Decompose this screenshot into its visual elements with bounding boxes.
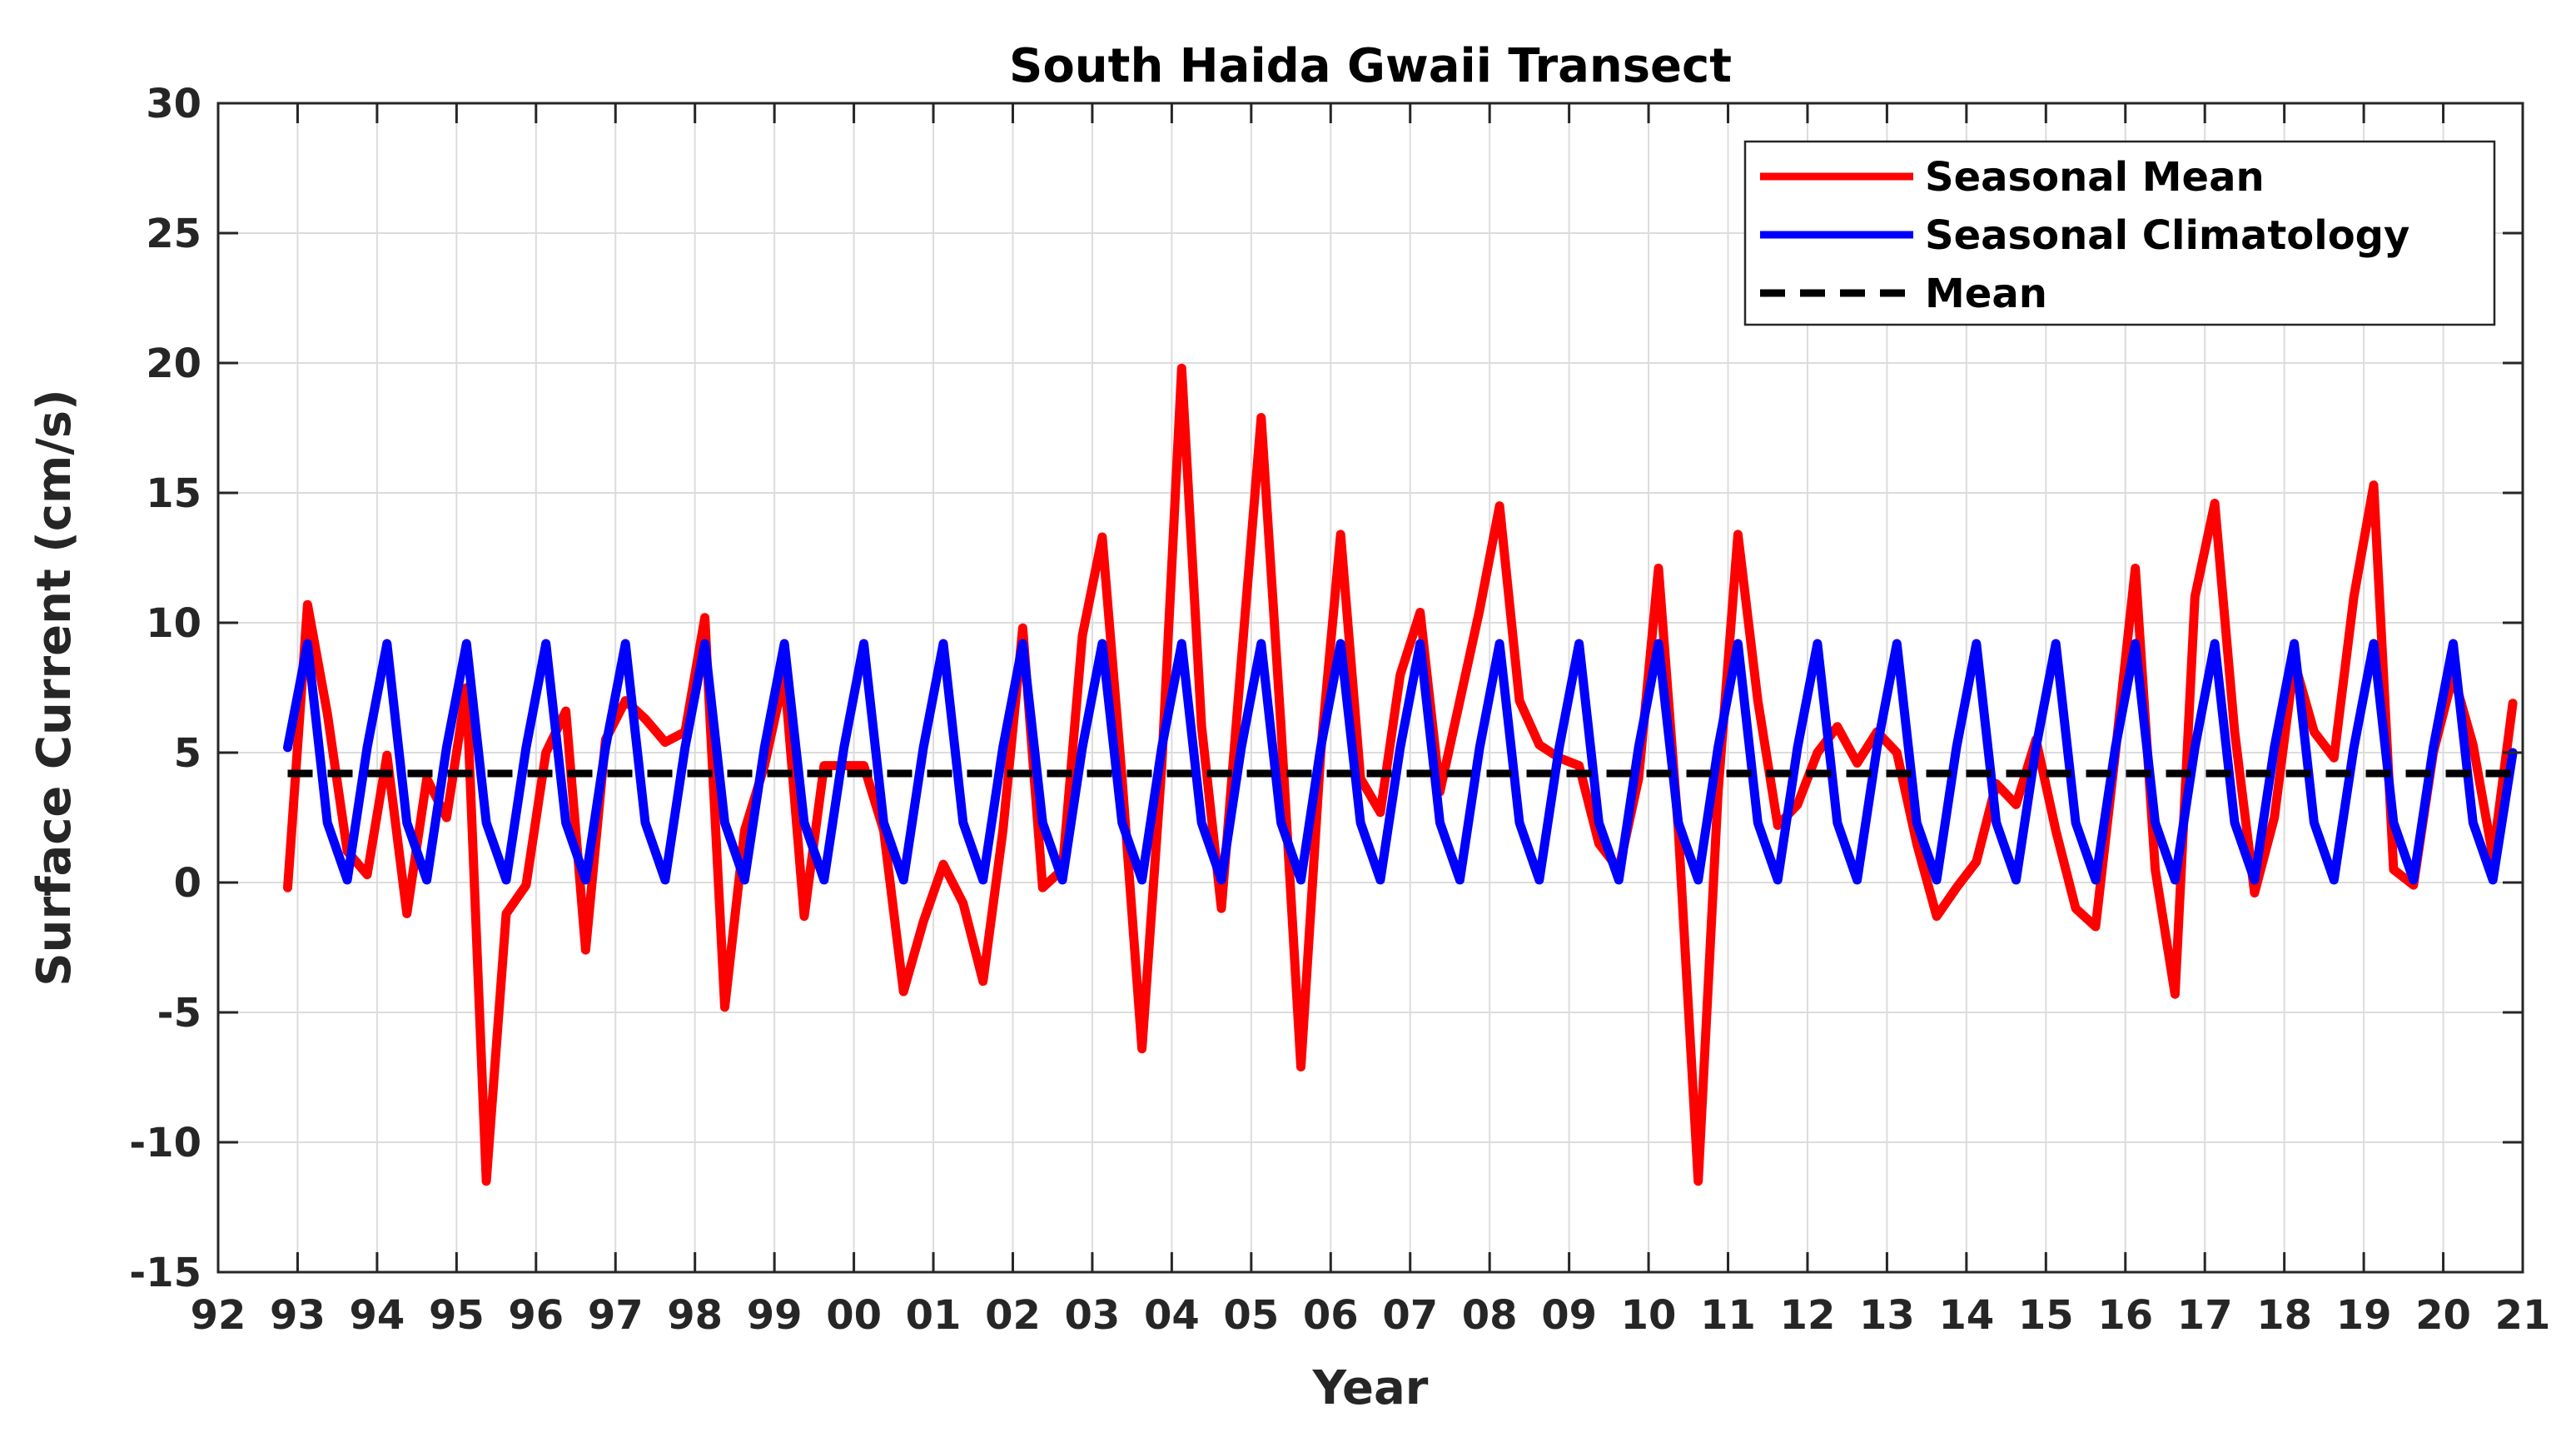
x-tick-label: 98 (667, 1292, 723, 1339)
legend-label-seasonal-climatology: Seasonal Climatology (1925, 212, 2409, 259)
x-tick-label: 02 (985, 1292, 1041, 1339)
x-tick-label: 95 (429, 1292, 485, 1339)
x-tick-label: 93 (270, 1292, 326, 1339)
x-tick-label: 05 (1223, 1292, 1279, 1339)
x-tick-label: 10 (1621, 1292, 1677, 1339)
y-tick-label: -15 (129, 1250, 201, 1296)
series-line-seasonal-climatology (283, 639, 2518, 885)
x-tick-label: 21 (2495, 1292, 2551, 1339)
legend-label-seasonal-mean: Seasonal Mean (1925, 154, 2265, 201)
y-tick-label: 0 (174, 860, 201, 907)
x-tick-label: 13 (1859, 1292, 1915, 1339)
y-tick-label: 25 (146, 211, 201, 257)
x-tick-label: 16 (2097, 1292, 2153, 1339)
y-tick-label: 5 (174, 730, 201, 777)
x-tick-label: 20 (2415, 1292, 2471, 1339)
x-axis-title: Year (1312, 1361, 1429, 1415)
x-tick-label: 09 (1541, 1292, 1597, 1339)
legend: Seasonal Mean Seasonal Climatology Mean (1743, 140, 2496, 326)
y-tick-label: 30 (146, 81, 201, 127)
legend-label-mean: Mean (1925, 271, 2047, 317)
x-tick-label: 96 (508, 1292, 564, 1339)
y-tick-label: 10 (146, 600, 201, 647)
x-tick-label: 00 (826, 1292, 882, 1339)
y-tick-label: 20 (146, 341, 201, 387)
x-tick-label: 17 (2177, 1292, 2233, 1339)
y-tick-label: -10 (129, 1120, 201, 1166)
x-tick-label: 18 (2256, 1292, 2312, 1339)
x-tick-label: 97 (588, 1292, 644, 1339)
x-axis-ticks: 92 93 94 95 96 97 98 99 00 01 02 03 04 05 06 07 08 09 10 11… (191, 103, 2551, 1339)
y-tick-label: -5 (157, 990, 201, 1037)
x-tick-label: 04 (1144, 1292, 1200, 1339)
x-tick-label: 99 (747, 1292, 803, 1339)
x-tick-label: 19 (2336, 1292, 2392, 1339)
x-tick-label: 07 (1382, 1292, 1438, 1339)
x-tick-label: 15 (2018, 1292, 2074, 1339)
x-tick-label: 01 (906, 1292, 962, 1339)
x-tick-label: 03 (1065, 1292, 1121, 1339)
x-tick-label: 11 (1700, 1292, 1756, 1339)
x-tick-label: 14 (1938, 1292, 1994, 1339)
y-tick-label: 15 (146, 470, 201, 517)
plot-frame (216, 102, 2524, 1274)
x-tick-label: 12 (1780, 1292, 1836, 1339)
y-axis-title: Surface Current (cm/s) (27, 389, 82, 986)
x-tick-label: 06 (1303, 1292, 1359, 1339)
x-tick-label: 92 (191, 1292, 246, 1339)
x-tick-label: 94 (349, 1292, 405, 1339)
series-lines (283, 363, 2523, 1186)
chart-title: South Haida Gwaii Transect (1009, 39, 1732, 93)
x-tick-label: 08 (1462, 1292, 1518, 1339)
y-axis-ticks: -15 -10 -5 0 5 10 15 20 25 30 (129, 81, 2523, 1296)
